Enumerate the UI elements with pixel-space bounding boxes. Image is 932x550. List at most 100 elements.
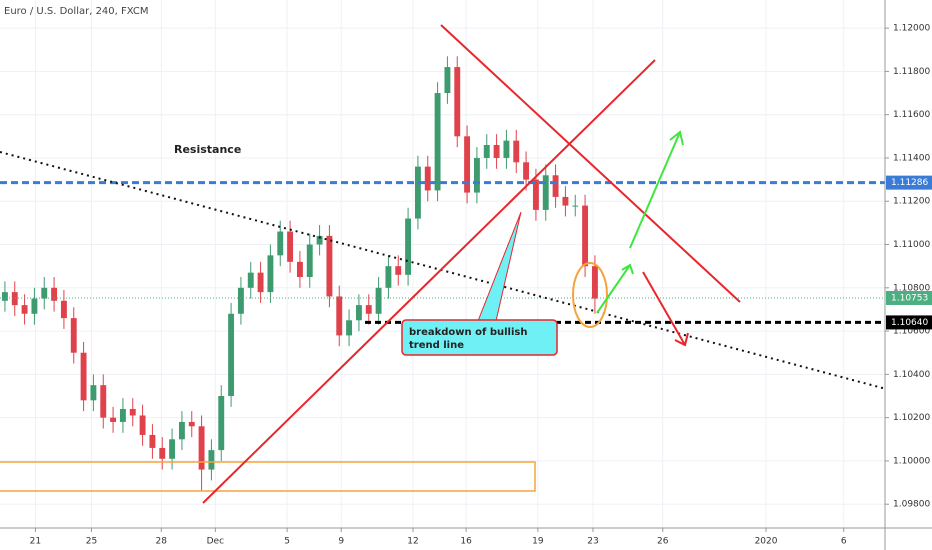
candle-body — [582, 205, 589, 267]
candle-body — [178, 421, 185, 440]
ascending-line — [202, 59, 656, 504]
candle-body — [80, 352, 87, 401]
candle-body — [483, 144, 490, 158]
candle-body — [444, 67, 451, 94]
candle-body — [316, 235, 323, 245]
callout-text: trend line — [409, 340, 464, 351]
y-tick-label: 1.10600 — [893, 327, 930, 337]
candle-body — [159, 447, 166, 459]
price-marker-label: 1.11286 — [891, 178, 928, 188]
red-arrow — [642, 271, 686, 346]
candle-body — [169, 439, 176, 459]
x-tick-label: 23 — [587, 537, 598, 547]
y-tick-label: 1.11200 — [893, 197, 930, 207]
y-tick-label: 1.10400 — [893, 370, 930, 380]
x-tick-label: 12 — [407, 537, 418, 547]
candle-body — [365, 305, 372, 314]
price-marker — [886, 290, 932, 305]
candle-body — [326, 235, 333, 297]
x-tick-label: 21 — [30, 537, 41, 547]
x-tick-label: 2020 — [755, 537, 778, 547]
price-axis-bg — [885, 0, 932, 550]
candle-body — [257, 272, 264, 293]
candle-body — [119, 408, 126, 422]
x-tick-label: 6 — [841, 537, 847, 547]
candle-body — [1, 292, 8, 301]
candle-body — [503, 140, 510, 158]
candle-body — [11, 292, 18, 306]
candle-body — [247, 272, 254, 288]
x-tick-label: 5 — [284, 537, 290, 547]
candle-body — [562, 196, 569, 206]
candle-body — [237, 287, 244, 314]
y-tick-label: 1.11800 — [893, 67, 930, 77]
candle-body — [90, 385, 97, 401]
arrow-head — [669, 130, 684, 146]
green-arrow — [596, 264, 631, 314]
y-tick-label: 1.10200 — [893, 413, 930, 423]
candle-body — [287, 231, 294, 262]
candle-body — [395, 266, 402, 275]
candle-body — [70, 318, 77, 353]
candle-body — [31, 298, 38, 314]
candle-body — [149, 434, 156, 448]
candle-body — [355, 305, 362, 321]
candle-body — [513, 140, 520, 163]
x-tick-label: Dec — [207, 537, 224, 547]
candle-body — [532, 179, 539, 210]
candle-body — [493, 144, 500, 158]
x-tick-label: 25 — [86, 537, 97, 547]
candle-body — [198, 426, 205, 470]
candle-body — [208, 450, 215, 470]
price-marker — [886, 315, 932, 330]
candle-body — [473, 157, 480, 193]
x-tick-label: 28 — [156, 537, 168, 547]
candles — [0, 56, 885, 492]
candle-body — [41, 287, 48, 299]
candle-body — [572, 205, 579, 207]
candle-body — [188, 421, 195, 427]
y-tick-label: 1.11600 — [893, 110, 930, 120]
y-tick-label: 1.12000 — [893, 24, 930, 34]
candle-body — [385, 266, 392, 288]
annotation: Resistance — [174, 143, 241, 156]
candle-body — [60, 300, 67, 319]
candle-body — [523, 162, 530, 180]
y-tick-label: 1.11000 — [893, 240, 930, 250]
green-arrow — [629, 131, 681, 249]
y-tick-label: 1.10000 — [893, 456, 930, 466]
candle-body — [306, 244, 313, 277]
candle-body — [346, 320, 353, 336]
candle-body — [21, 305, 28, 314]
support-zone — [0, 461, 536, 492]
arrow-head — [674, 332, 689, 347]
candle-body — [424, 166, 431, 191]
candle-body — [100, 385, 107, 418]
candle-body — [139, 415, 146, 435]
grid — [0, 0, 885, 528]
x-tick-label: 9 — [338, 537, 344, 547]
candle-body — [336, 296, 343, 336]
y-tick-label: 1.11400 — [893, 153, 930, 163]
candle-body — [434, 93, 441, 191]
highlight-ellipse — [572, 262, 608, 328]
candle-body — [591, 266, 598, 299]
candle-body — [218, 396, 225, 451]
callout-text: breakdown of bullish — [409, 327, 527, 338]
arrow-head — [621, 263, 634, 275]
candle-body — [228, 313, 235, 396]
x-tick-label: 26 — [657, 537, 669, 547]
drawings: Resistance breakdown of bullish trend li… — [0, 24, 891, 504]
candle-body — [110, 417, 117, 422]
candle-body — [51, 287, 58, 301]
candle-body — [375, 287, 382, 314]
candle-body — [542, 175, 549, 210]
y-tick-label: 1.10800 — [893, 283, 930, 293]
descending-line — [440, 24, 741, 303]
x-tick-label: 16 — [460, 537, 472, 547]
callout-box — [401, 319, 558, 356]
candle-body — [464, 136, 471, 193]
candle-body — [414, 166, 421, 219]
